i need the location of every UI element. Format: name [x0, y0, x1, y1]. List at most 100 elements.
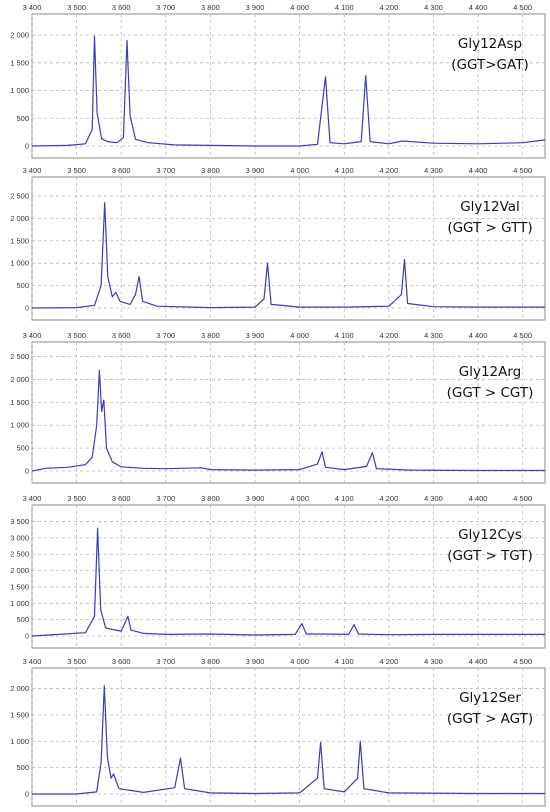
x-tick-label: 4 100: [335, 657, 354, 666]
x-tick-label: 4 100: [335, 331, 354, 340]
x-tick-label: 3 700: [156, 166, 175, 175]
x-tick-label: 3 600: [112, 166, 131, 175]
trace-line: [31, 369, 545, 472]
x-tick-label: 4 500: [513, 331, 532, 340]
y-tick-label: 1 000: [10, 86, 29, 95]
x-tick-label: 3 400: [23, 494, 42, 503]
plot-frame: [31, 667, 546, 807]
y-tick-label: 1 000: [10, 599, 29, 608]
x-tick-label: 4 400: [469, 657, 488, 666]
y-tick-label: 0: [25, 632, 29, 641]
y-tick-label: 0: [25, 304, 29, 313]
panel-label-codon-change: (GGT > AGT): [447, 711, 533, 727]
x-tick-label: 4 200: [379, 657, 398, 666]
x-tick-label: 3 500: [67, 3, 86, 12]
x-tick-label: 4 200: [379, 331, 398, 340]
x-tick-label: 3 700: [156, 657, 175, 666]
x-tick-label: 3 800: [201, 657, 220, 666]
panel-label-codon-change: (GGT>GAT): [451, 57, 528, 73]
x-tick-label: 3 800: [201, 3, 220, 12]
y-tick-label: 2 500: [10, 191, 29, 200]
x-tick-label: 3 600: [112, 657, 131, 666]
panel-label-codon-change: (GGT > GTT): [447, 220, 532, 236]
trace-line: [31, 202, 545, 309]
y-tick-label: 2 000: [10, 214, 29, 223]
x-tick-label: 4 000: [290, 657, 309, 666]
y-tick-label: 500: [16, 114, 29, 123]
x-tick-label: 3 600: [112, 3, 131, 12]
x-tick-label: 4 500: [513, 166, 532, 175]
x-tick-label: 4 200: [379, 494, 398, 503]
chart-panel-4: 3 400 3 500 3 600 3 700 3 800 3 900 4 000 4 100…: [10, 494, 546, 649]
y-tick-label: 500: [16, 444, 29, 453]
plot-frame: [31, 504, 546, 649]
x-tick-label: 3 400: [23, 657, 42, 666]
x-tick-label: 4 400: [469, 166, 488, 175]
plot-frame: [31, 341, 546, 484]
panel-label-codon-change: (GGT > CGT): [447, 385, 534, 401]
trace-line: [31, 35, 546, 147]
plot-frame: [31, 13, 546, 159]
y-tick-label: 500: [16, 763, 29, 772]
x-tick-label: 4 100: [335, 166, 354, 175]
panel-label-mutation: Gly12Arg: [459, 364, 522, 380]
panel-label-mutation: Gly12Cys: [458, 527, 522, 543]
x-tick-label: 4 000: [290, 166, 309, 175]
trace-line: [32, 685, 545, 795]
x-tick-label: 4 500: [513, 657, 532, 666]
y-tick-label: 2 000: [10, 684, 29, 693]
chart-panel-1: 3 400 3 500 3 600 3 700 3 800 3 900 4 000 4 100…: [10, 3, 546, 159]
x-tick-label: 4 400: [469, 494, 488, 503]
y-tick-label: 1 500: [10, 398, 29, 407]
x-tick-label: 4 300: [424, 657, 443, 666]
x-tick-label: 3 900: [246, 331, 265, 340]
y-tick-label: 2 000: [10, 375, 29, 384]
x-tick-label: 3 600: [112, 494, 131, 503]
x-tick-label: 3 700: [156, 331, 175, 340]
x-tick-label: 4 300: [424, 3, 443, 12]
x-tick-label: 3 900: [246, 657, 265, 666]
y-tick-label: 1 500: [10, 236, 29, 245]
y-tick-label: 1 000: [10, 421, 29, 430]
y-tick-label: 0: [25, 790, 29, 799]
y-tick-label: 1 500: [10, 582, 29, 591]
x-tick-label: 3 500: [67, 657, 86, 666]
x-tick-label: 3 400: [23, 166, 42, 175]
x-tick-label: 3 900: [246, 494, 265, 503]
y-tick-label: 0: [25, 467, 29, 476]
x-tick-label: 3 600: [112, 331, 131, 340]
x-tick-label: 4 300: [424, 166, 443, 175]
x-tick-label: 3 900: [246, 3, 265, 12]
x-tick-label: 4 300: [424, 331, 443, 340]
x-tick-label: 4 000: [290, 494, 309, 503]
x-tick-label: 3 500: [67, 494, 86, 503]
x-tick-label: 4 400: [469, 331, 488, 340]
panel-label-mutation: Gly12Asp: [458, 36, 522, 52]
chart-panel-5: 3 400 3 500 3 600 3 700 3 800 3 900 4 000 4 100…: [10, 657, 546, 807]
x-tick-label: 4 500: [513, 3, 532, 12]
panel-label-mutation: Gly12Val: [460, 199, 520, 215]
x-tick-label: 4 200: [379, 166, 398, 175]
y-tick-label: 2 000: [10, 31, 29, 40]
x-tick-label: 3 500: [67, 166, 86, 175]
x-tick-label: 3 500: [67, 331, 86, 340]
x-tick-label: 4 500: [513, 494, 532, 503]
x-tick-label: 4 200: [379, 3, 398, 12]
x-tick-label: 4 100: [335, 3, 354, 12]
x-tick-label: 3 800: [201, 331, 220, 340]
x-tick-label: 4 100: [335, 494, 354, 503]
panel-label-codon-change: (GGT > TGT): [447, 548, 533, 564]
y-tick-label: 3 500: [10, 517, 29, 526]
y-tick-label: 2 000: [10, 566, 29, 575]
y-tick-label: 2 500: [10, 352, 29, 361]
x-tick-label: 4 300: [424, 494, 443, 503]
x-tick-label: 3 400: [23, 331, 42, 340]
x-tick-label: 3 700: [156, 494, 175, 503]
x-tick-label: 3 800: [201, 166, 220, 175]
y-tick-label: 1 500: [10, 710, 29, 719]
y-tick-label: 0: [25, 142, 29, 151]
y-tick-label: 500: [16, 281, 29, 290]
x-tick-label: 4 000: [290, 3, 309, 12]
x-tick-label: 3 700: [156, 3, 175, 12]
